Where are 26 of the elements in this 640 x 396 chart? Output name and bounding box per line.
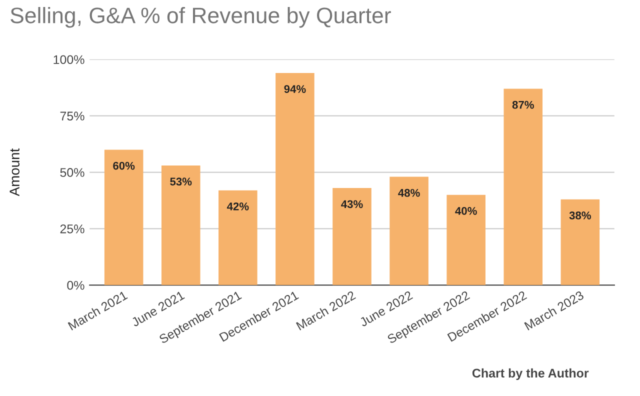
bar: [332, 188, 372, 286]
data-label: 38%: [569, 212, 591, 220]
data-label: 53%: [170, 178, 192, 186]
bar: [276, 72, 314, 286]
data-label: 94%: [284, 85, 306, 93]
bar: [446, 194, 486, 286]
data-label: 60%: [113, 162, 135, 170]
y-tick-label: 0%: [67, 280, 84, 290]
data-label: 42%: [226, 202, 249, 210]
y-tick-label: 75%: [60, 112, 84, 120]
data-label: 40%: [455, 206, 477, 215]
y-tick-label: 100%: [54, 55, 84, 64]
data-label: 43%: [341, 200, 363, 208]
bar: [560, 199, 600, 286]
y-axis-title: Amount: [10, 148, 20, 196]
bar: [104, 150, 144, 286]
bar: [390, 176, 428, 286]
data-label: 87%: [512, 100, 534, 109]
bar: [161, 165, 200, 286]
y-tick-label: 25%: [60, 224, 84, 234]
y-tick-label: 50%: [60, 168, 84, 177]
bar: [218, 190, 258, 286]
data-label: 48%: [398, 188, 420, 197]
text: Chart by the Author: [472, 368, 589, 380]
chart-title: Selling, G&A % of Revenue by Quarter: [10, 7, 391, 28]
bar: [504, 88, 543, 286]
